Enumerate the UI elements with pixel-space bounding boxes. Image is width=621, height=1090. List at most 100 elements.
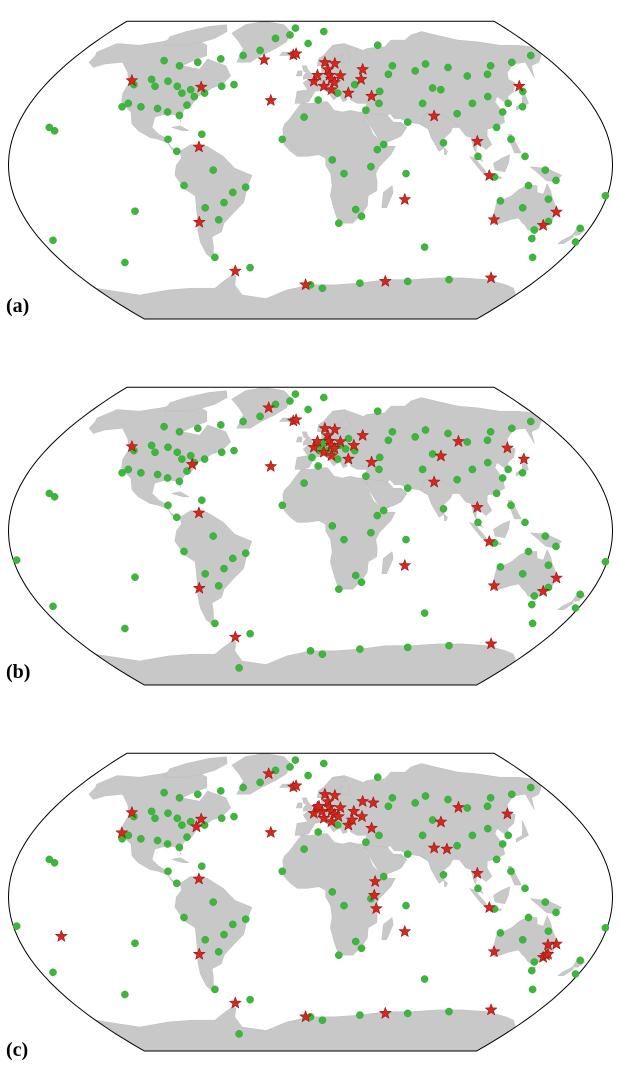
station-circle-marker: [496, 929, 505, 937]
station-circle-marker: [379, 872, 388, 881]
landmass: [443, 879, 448, 887]
station-circle-marker: [373, 773, 382, 782]
station-circle-marker: [118, 103, 126, 111]
station-star-marker: [365, 455, 379, 468]
ocean-background: [8, 753, 613, 1051]
station-star-marker: [356, 428, 370, 442]
station-circle-marker: [351, 571, 360, 580]
station-circle-marker: [468, 465, 477, 474]
station-circle-marker: [230, 446, 238, 455]
station-star-marker: [289, 778, 303, 792]
station-circle-marker: [209, 166, 217, 174]
landmass: [302, 797, 313, 812]
station-circle-marker: [527, 51, 535, 60]
station-circle-marker: [180, 913, 188, 922]
station-circle-marker: [421, 792, 430, 800]
station-circle-marker: [186, 451, 195, 460]
station-circle-marker: [340, 535, 348, 544]
station-circle-marker: [137, 103, 145, 111]
station-circle-marker: [420, 609, 429, 617]
station-circle-marker: [45, 855, 54, 864]
landmass: [443, 147, 448, 155]
station-circle-marker: [172, 147, 181, 156]
station-circle-marker: [190, 92, 199, 101]
station-circle-marker: [483, 802, 492, 811]
station-circle-marker: [160, 788, 168, 797]
station-circle-marker: [173, 814, 182, 823]
station-circle-marker: [333, 821, 342, 829]
landmass: [163, 756, 228, 778]
landmass: [420, 113, 460, 152]
station-circle-marker: [164, 443, 172, 451]
station-circle-marker: [230, 80, 238, 89]
station-circle-marker: [175, 428, 184, 436]
station-star-marker: [327, 75, 342, 89]
station-star-marker: [317, 811, 331, 824]
station-circle-marker: [220, 198, 228, 207]
station-star-marker: [318, 55, 332, 69]
landmass: [381, 551, 394, 574]
station-circle-marker: [183, 101, 191, 109]
map-panel-a: (a): [0, 0, 621, 358]
station-circle-marker: [402, 169, 410, 178]
station-circle-marker: [217, 448, 226, 457]
station-circle-marker: [544, 561, 553, 569]
station-circle-marker: [436, 85, 445, 94]
station-circle-marker: [388, 428, 397, 436]
station-star-marker: [299, 277, 313, 291]
station-circle-marker: [186, 85, 195, 94]
station-star-marker: [517, 452, 531, 465]
station-star-marker: [341, 452, 355, 465]
station-circle-marker: [350, 80, 359, 89]
station-circle-marker: [402, 901, 410, 910]
station-circle-marker: [507, 135, 515, 144]
station-circle-marker: [246, 263, 254, 272]
station-circle-marker: [375, 453, 384, 462]
station-star-marker: [484, 270, 498, 284]
landmass: [163, 24, 228, 46]
landmass: [366, 113, 408, 143]
station-star-marker: [331, 809, 346, 823]
station-star-marker: [125, 73, 139, 87]
station-circle-marker: [172, 879, 181, 888]
station-circle-marker: [147, 807, 156, 816]
station-circle-marker: [421, 60, 430, 68]
station-circle-marker: [334, 219, 343, 227]
station-circle-marker: [341, 445, 350, 453]
station-circle-marker: [186, 817, 195, 826]
station-star-marker: [512, 79, 526, 92]
station-circle-marker: [211, 619, 219, 628]
station-star-marker: [317, 79, 331, 92]
station-circle-marker: [402, 535, 410, 544]
station-star-marker: [228, 264, 242, 277]
station-circle-marker: [530, 958, 539, 966]
station-circle-marker: [351, 205, 360, 214]
station-star-marker: [368, 874, 382, 888]
station-circle-marker: [541, 166, 550, 174]
station-star-marker: [549, 937, 563, 950]
station-circle-marker: [521, 518, 529, 527]
station-circle-marker: [147, 441, 156, 450]
station-star-marker: [365, 821, 379, 834]
world-map-c: [7, 752, 614, 1052]
station-star-marker: [125, 439, 139, 453]
station-circle-marker: [164, 501, 172, 510]
station-circle-marker: [375, 87, 384, 96]
station-star-marker: [354, 72, 368, 86]
station-circle-marker: [571, 238, 580, 246]
station-star-marker: [189, 819, 203, 833]
station-star-marker: [347, 804, 361, 818]
landmass: [366, 845, 408, 875]
station-circle-marker: [463, 438, 472, 446]
landmass: [163, 390, 228, 412]
station-star-marker: [333, 68, 347, 82]
station-star-marker: [328, 788, 342, 802]
station-star-marker: [356, 794, 370, 808]
station-circle-marker: [576, 224, 585, 233]
station-circle-marker: [319, 393, 328, 402]
station-circle-marker: [124, 99, 133, 108]
station-circle-marker: [151, 82, 159, 91]
landmass: [381, 917, 394, 940]
station-circle-marker: [175, 477, 184, 486]
station-circle-marker: [333, 455, 342, 463]
